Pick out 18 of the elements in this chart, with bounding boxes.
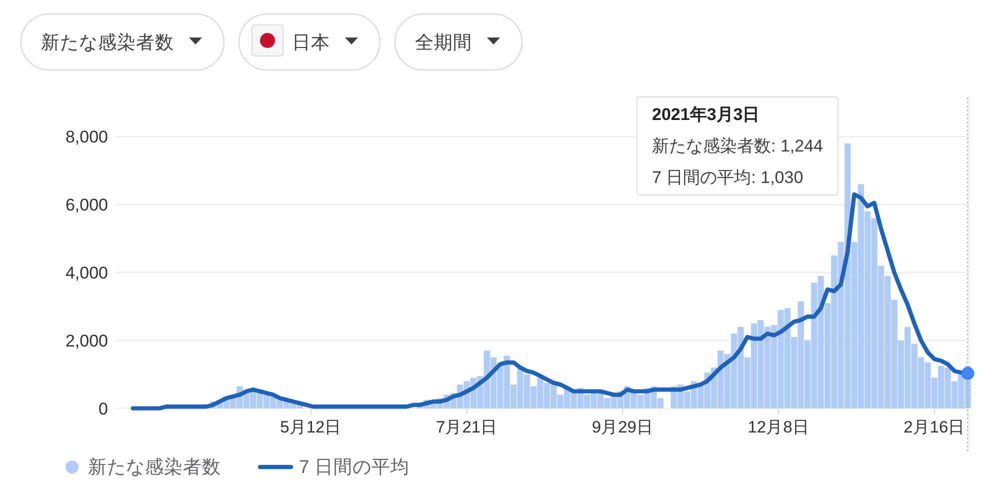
y-tick-label: 6,000: [65, 196, 108, 215]
legend-label: 7 日間の平均: [299, 456, 410, 477]
x-tick-label: 2月16日: [904, 418, 966, 436]
x-tick-label: 5月12日: [280, 418, 342, 436]
y-tick-label: 4,000: [65, 264, 108, 282]
y-tick-label: 0: [98, 399, 108, 418]
text: 全期間: [415, 32, 472, 52]
text: 日本: [292, 32, 330, 52]
x-tick-label: 9月29日: [592, 418, 654, 436]
y-tick-label: 8,000: [65, 128, 108, 147]
legend-label: 新たな感染者数: [88, 456, 221, 477]
y-tick-label: 2,000: [65, 331, 108, 350]
annotation: 7 日間の平均: 1,030: [652, 168, 804, 187]
annotation: 新たな感染者数: 1,244: [652, 136, 823, 156]
text: 2021年3月3日: [652, 105, 760, 124]
x-tick-label: 7月21日: [436, 418, 498, 436]
text: 新たな感染者数: [41, 32, 174, 52]
x-tick-label: 12月8日: [748, 418, 810, 436]
